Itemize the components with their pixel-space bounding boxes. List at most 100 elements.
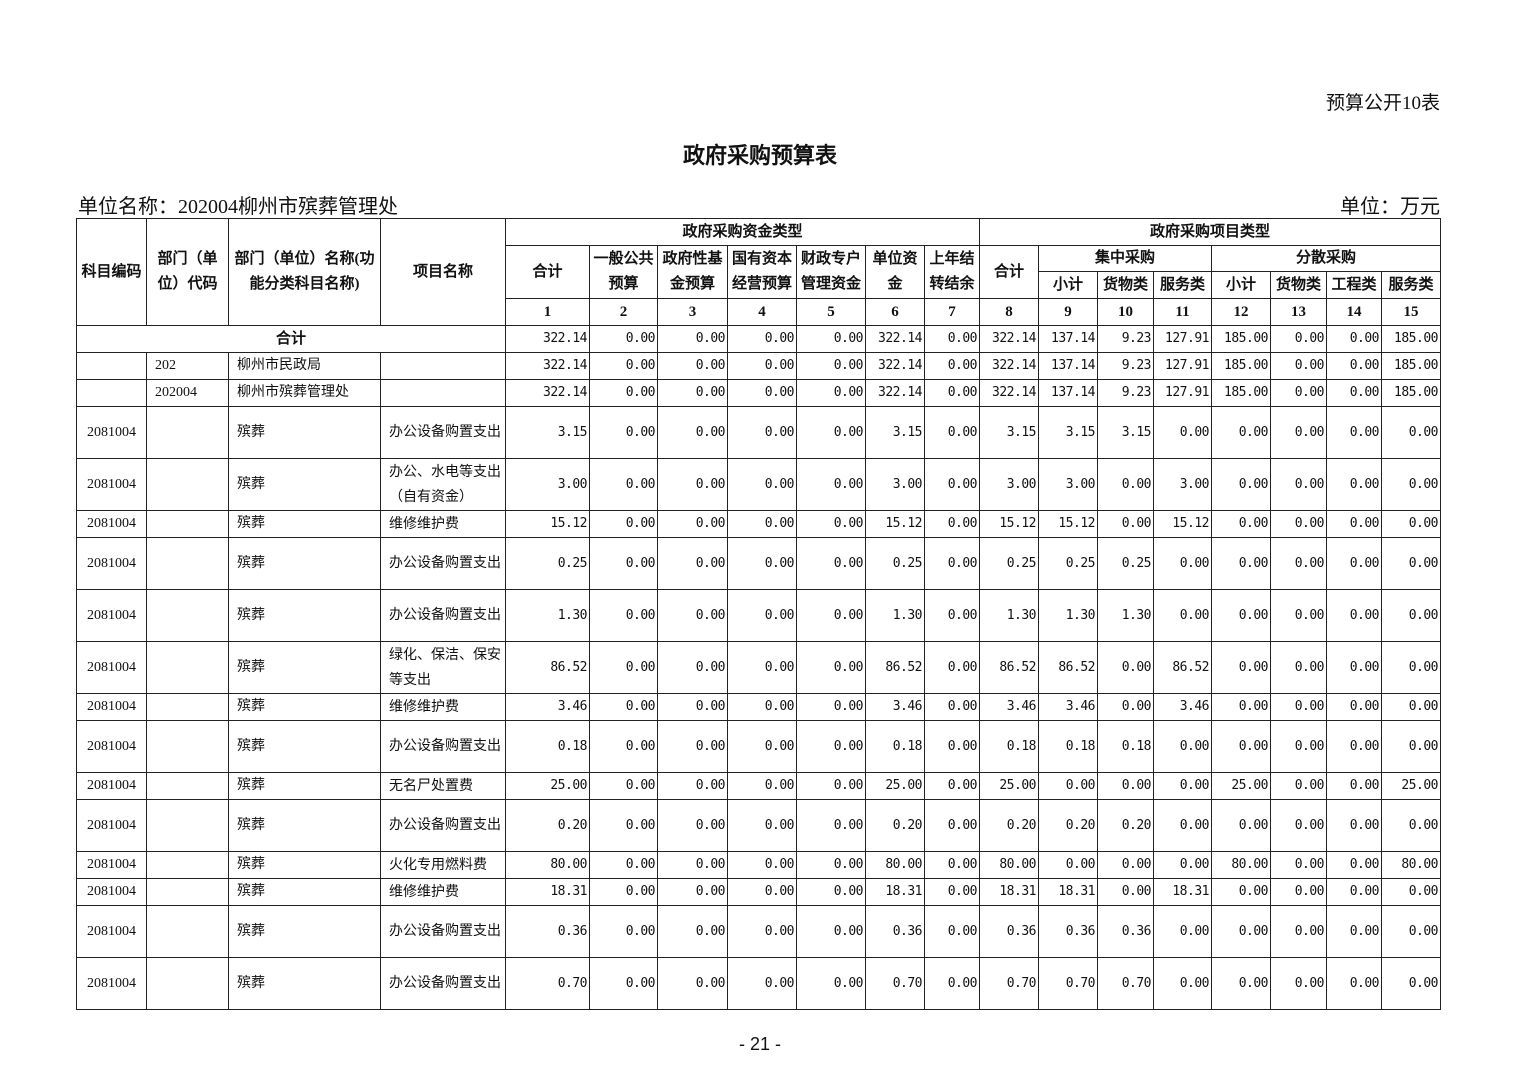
- value-cell: 0.00: [1038, 772, 1098, 800]
- value-cell: 0.00: [1097, 641, 1154, 694]
- value-cell: 0.18: [1097, 720, 1154, 773]
- value-cell: 0.00: [1097, 693, 1154, 721]
- value-cell: 0.00: [589, 589, 658, 642]
- header-decentralized-subtotal: 小计: [1211, 271, 1271, 299]
- total-value: 0.00: [1326, 325, 1382, 353]
- value-cell: 0.00: [796, 720, 866, 773]
- procurement-budget-table: 科目编码 部门（单位）代码 部门（单位）名称(功能分类科目名称) 项目名称 政府…: [76, 218, 1441, 1010]
- value-cell: 0.00: [924, 406, 980, 459]
- value-cell: 25.00: [1211, 772, 1271, 800]
- value-cell: 0.00: [1381, 537, 1441, 590]
- value-cell: 3.15: [1097, 406, 1154, 459]
- dept-code-cell: 202: [146, 352, 229, 380]
- value-cell: 0.00: [1381, 878, 1441, 906]
- column-number: 4: [727, 298, 797, 326]
- value-cell: 0.00: [589, 905, 658, 958]
- value-cell: 0.00: [657, 799, 728, 852]
- column-number: 13: [1270, 298, 1327, 326]
- value-cell: 18.31: [979, 878, 1039, 906]
- value-cell: 0.00: [1326, 379, 1382, 407]
- value-cell: 0.70: [1097, 957, 1154, 1010]
- value-cell: 185.00: [1211, 352, 1271, 380]
- value-cell: 322.14: [979, 352, 1039, 380]
- value-cell: 0.36: [979, 905, 1039, 958]
- value-cell: 0.00: [924, 799, 980, 852]
- value-cell: 0.00: [1270, 352, 1327, 380]
- value-cell: 0.00: [657, 693, 728, 721]
- subject-code-cell: 2081004: [76, 589, 147, 642]
- value-cell: 0.00: [727, 352, 797, 380]
- value-cell: 0.00: [1153, 406, 1212, 459]
- value-cell: 0.25: [979, 537, 1039, 590]
- value-cell: 0.00: [1326, 693, 1382, 721]
- table-row: 2081004 殡葬 办公设备购置支出 0.70 0.00 0.00 0.00 0.00 0.7…: [76, 957, 1441, 1010]
- value-cell: 0.36: [1097, 905, 1154, 958]
- header-unit-fund: 单位资金: [865, 245, 925, 299]
- value-cell: 0.00: [1097, 458, 1154, 511]
- value-cell: 0.00: [1326, 878, 1382, 906]
- dept-code-cell: [146, 720, 229, 773]
- value-cell: 322.14: [979, 379, 1039, 407]
- value-cell: 0.00: [796, 905, 866, 958]
- dept-name-cell: 殡葬: [228, 905, 381, 958]
- table-row: 2081004 殡葬 办公设备购置支出 1.30 0.00 0.00 0.00 0.00 1.3…: [76, 589, 1441, 642]
- value-cell: 3.00: [1038, 458, 1098, 511]
- value-cell: 18.31: [865, 878, 925, 906]
- value-cell: 80.00: [865, 851, 925, 879]
- value-cell: 3.46: [1153, 693, 1212, 721]
- value-cell: 0.00: [1211, 406, 1271, 459]
- value-cell: 0.00: [924, 352, 980, 380]
- value-cell: 15.12: [979, 510, 1039, 538]
- value-cell: 86.52: [1038, 641, 1098, 694]
- value-cell: 0.00: [1153, 589, 1212, 642]
- value-cell: 0.00: [727, 379, 797, 407]
- total-value: 127.91: [1153, 325, 1212, 353]
- dept-code-cell: [146, 693, 229, 721]
- dept-code-cell: [146, 641, 229, 694]
- total-row: 合计 322.14 0.00 0.00 0.00 0.00 322.14 0.00 322.1…: [76, 325, 1441, 353]
- header-gov-fund: 政府性基金预算: [657, 245, 728, 299]
- value-cell: 0.00: [924, 458, 980, 511]
- value-cell: 0.00: [589, 878, 658, 906]
- value-cell: 0.00: [1326, 772, 1382, 800]
- value-cell: 185.00: [1211, 379, 1271, 407]
- table-row: 202 柳州市民政局 322.14 0.00 0.00 0.00 0.00 322.14 0.0…: [76, 352, 1441, 380]
- value-cell: 1.30: [1097, 589, 1154, 642]
- column-number: 10: [1097, 298, 1154, 326]
- value-cell: 0.00: [1270, 878, 1327, 906]
- dept-code-cell: [146, 799, 229, 852]
- value-cell: 0.25: [865, 537, 925, 590]
- table-row: 2081004 殡葬 办公设备购置支出 3.15 0.00 0.00 0.00 0.00 3.1…: [76, 406, 1441, 459]
- value-cell: 0.00: [1326, 957, 1382, 1010]
- value-cell: 0.00: [1097, 510, 1154, 538]
- header-project-name: 项目名称: [380, 218, 506, 326]
- value-cell: 3.00: [505, 458, 590, 511]
- value-cell: 1.30: [505, 589, 590, 642]
- column-number: 6: [865, 298, 925, 326]
- value-cell: 3.46: [865, 693, 925, 721]
- value-cell: 0.00: [796, 352, 866, 380]
- dept-name-cell: 柳州市殡葬管理处: [228, 379, 381, 407]
- value-cell: 0.00: [727, 641, 797, 694]
- value-cell: 0.00: [1326, 641, 1382, 694]
- value-cell: 0.00: [657, 878, 728, 906]
- value-cell: 0.00: [1153, 799, 1212, 852]
- value-cell: 0.25: [1038, 537, 1098, 590]
- value-cell: 0.00: [1270, 379, 1327, 407]
- page-number: - 21 -: [738, 1034, 781, 1054]
- value-cell: 0.20: [1038, 799, 1098, 852]
- value-cell: 0.00: [924, 957, 980, 1010]
- project-name-cell: 办公设备购置支出: [380, 537, 506, 590]
- value-cell: 0.00: [1270, 406, 1327, 459]
- dept-code-cell: 202004: [146, 379, 229, 407]
- dept-name-cell: 殡葬: [228, 720, 381, 773]
- subject-code-cell: 2081004: [76, 510, 147, 538]
- value-cell: 0.00: [1270, 641, 1327, 694]
- value-cell: 0.00: [727, 720, 797, 773]
- value-cell: 0.00: [1270, 957, 1327, 1010]
- value-cell: 0.00: [1270, 458, 1327, 511]
- value-cell: 0.00: [924, 510, 980, 538]
- column-number: 3: [657, 298, 728, 326]
- value-cell: 0.00: [796, 406, 866, 459]
- project-name-cell: 办公设备购置支出: [380, 905, 506, 958]
